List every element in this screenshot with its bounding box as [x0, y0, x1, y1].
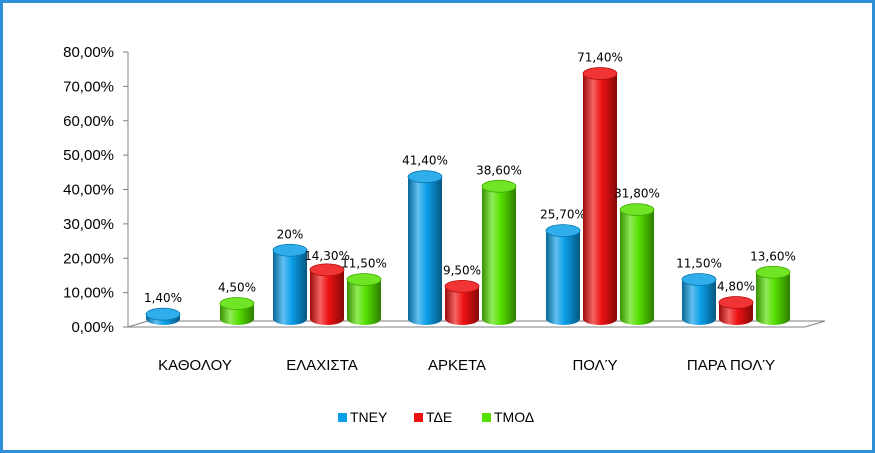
y-tick-label: 30,00% — [63, 216, 114, 233]
bar-2-3 — [619, 203, 655, 325]
bar-body — [546, 230, 580, 325]
bar-2-2 — [481, 179, 517, 325]
bar-1-2 — [444, 279, 480, 325]
bar-top — [309, 263, 345, 277]
data-label: 4,80% — [717, 280, 755, 294]
legend-swatch — [482, 413, 491, 422]
data-label: 1,40% — [144, 291, 182, 305]
y-tick-label: 50,00% — [63, 147, 114, 164]
bar-1-4 — [718, 296, 754, 325]
bar-body — [682, 279, 716, 325]
bar-body — [445, 286, 479, 325]
bar-top — [407, 170, 443, 184]
bar-2-1 — [346, 273, 382, 325]
bar-top — [582, 67, 618, 80]
y-tick-label: 80,00% — [63, 44, 114, 61]
y-tick-label: 40,00% — [63, 182, 114, 199]
data-label: 14,30% — [304, 249, 350, 263]
x-category-label: ΠΑΡΑ ΠΟΛΎ — [687, 357, 775, 374]
bar-top — [346, 273, 382, 286]
bar-2-0 — [219, 297, 255, 325]
bar-top — [145, 307, 181, 321]
legend-label: ΤΔΕ — [426, 409, 452, 425]
bar-body — [310, 269, 344, 325]
legend-item-0: ΤΝΕΥ — [338, 409, 388, 425]
bar-top — [718, 296, 754, 309]
data-label: 11,50% — [676, 256, 722, 270]
x-category-label: ΠΟΛΎ — [572, 357, 617, 374]
bar-body — [482, 186, 516, 325]
data-label: 38,60% — [476, 163, 522, 177]
legend-swatch — [338, 413, 347, 422]
bar-top — [272, 243, 308, 257]
legend-item-1: ΤΔΕ — [414, 409, 452, 425]
data-label: 9,50% — [443, 263, 481, 277]
x-category-label: ΑΡΚΕΤΑ — [428, 357, 486, 374]
bar-body — [756, 272, 790, 325]
bar-top — [545, 224, 581, 238]
bar-body — [583, 73, 617, 325]
bar-body — [408, 176, 442, 325]
bar-0-4 — [681, 273, 717, 325]
bar-top — [619, 203, 655, 217]
bar-top — [681, 273, 717, 286]
data-label: 11,50% — [341, 256, 387, 270]
bar-top — [444, 279, 480, 293]
bar-top — [219, 297, 255, 310]
data-label: 25,70% — [540, 208, 586, 222]
bar-body — [273, 250, 307, 325]
bar-0-3 — [545, 224, 581, 325]
data-label: 20% — [277, 227, 304, 241]
data-label: 13,60% — [750, 249, 796, 263]
y-tick-label: 20,00% — [63, 250, 114, 267]
legend-swatch — [414, 413, 423, 422]
x-category-label: ΚΑΘΟΛΟΥ — [158, 357, 232, 374]
bar-2-4 — [755, 265, 791, 325]
bar-body — [347, 279, 381, 325]
legend-label: ΤΜΟΔ — [494, 409, 534, 425]
bar-0-2 — [407, 170, 443, 325]
y-tick-label: 70,00% — [63, 78, 114, 95]
y-tick-label: 60,00% — [63, 113, 114, 130]
y-tick-label: 10,00% — [63, 285, 114, 302]
data-label: 41,40% — [402, 154, 448, 168]
legend-item-2: ΤΜΟΔ — [482, 409, 534, 425]
bar-0-0 — [145, 307, 181, 325]
bar-top — [755, 265, 791, 279]
bar-0-1 — [272, 243, 308, 325]
y-tick-label: 0,00% — [71, 319, 114, 336]
bar-1-1 — [309, 263, 345, 325]
bar-body — [620, 209, 654, 325]
legend-label: ΤΝΕΥ — [350, 409, 388, 425]
x-category-label: ΕΛΑΧΙΣΤΑ — [286, 357, 358, 374]
bar-body — [719, 302, 753, 325]
data-label: 31,80% — [614, 187, 660, 201]
bar-1-3 — [582, 67, 618, 325]
data-label: 4,50% — [218, 281, 256, 295]
data-label: 71,40% — [577, 51, 623, 65]
bar-top — [481, 179, 517, 193]
